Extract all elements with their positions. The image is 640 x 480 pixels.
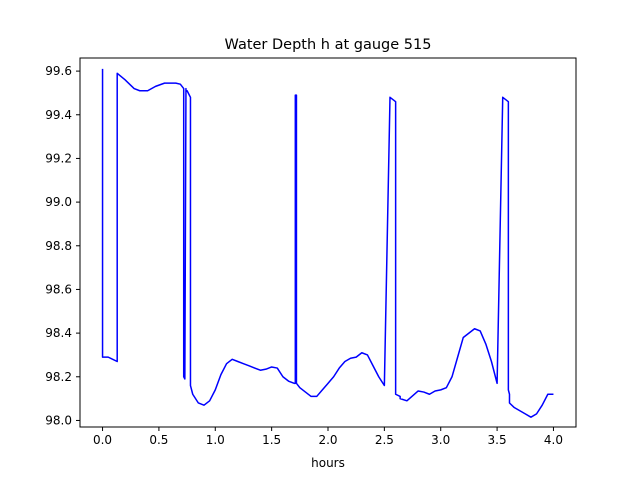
y-tick-label: 98.2	[45, 370, 72, 384]
plot-area-frame	[79, 57, 577, 428]
y-tick-label: 99.4	[45, 108, 72, 122]
x-tick-label: 2.5	[375, 433, 394, 447]
x-tick-label: 3.0	[431, 433, 450, 447]
x-tick-label: 3.5	[488, 433, 507, 447]
x-tick-label: 4.0	[544, 433, 563, 447]
x-axis-label: hours	[311, 456, 345, 470]
y-tick-label: 98.4	[45, 326, 72, 340]
x-tick-label: 1.5	[262, 433, 281, 447]
axis-ticks: 0.0 0.5 1.0 1.5 2.0 2.5 3.0 3.5 4.0 98.0 98.2 98.4 9…	[45, 64, 563, 447]
x-tick-label: 2.0	[318, 433, 337, 447]
y-tick-label: 98.0	[45, 413, 72, 427]
x-tick-label: 0.0	[93, 433, 112, 447]
y-tick-label: 99.0	[45, 195, 72, 209]
x-tick-label: 0.5	[149, 433, 168, 447]
y-tick-label: 99.6	[45, 64, 72, 78]
chart-title: Water Depth h at gauge 515	[225, 37, 432, 53]
y-tick-label: 98.6	[45, 282, 72, 296]
y-tick-label: 99.2	[45, 151, 72, 165]
series-line	[101, 68, 554, 418]
y-tick-label: 98.8	[45, 239, 72, 253]
x-tick-label: 1.0	[206, 433, 225, 447]
